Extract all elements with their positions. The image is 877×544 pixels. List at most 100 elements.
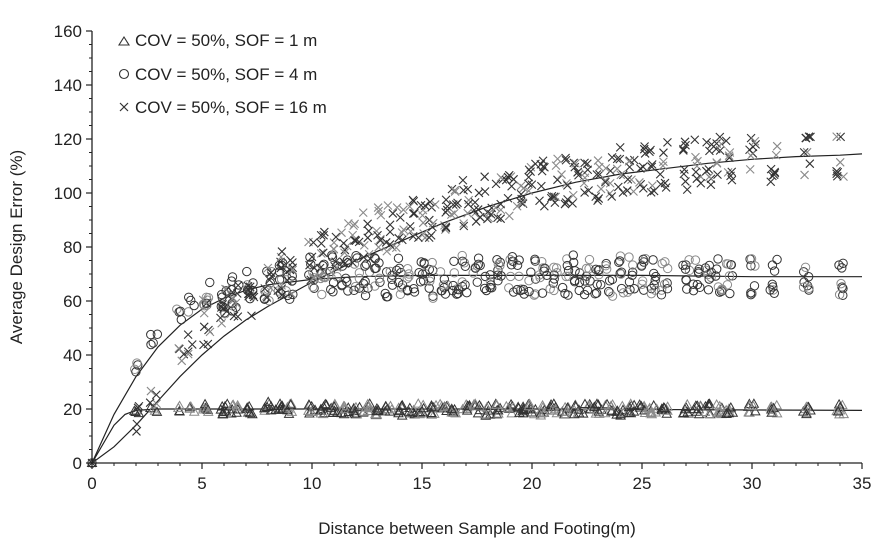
circle-point [176, 314, 187, 325]
cross-point [750, 136, 760, 146]
cross-point [832, 171, 842, 181]
circle-point [328, 287, 338, 297]
cross-point [329, 244, 339, 254]
triangle-point [151, 406, 163, 416]
circle-point [460, 261, 471, 271]
triangle-point [318, 401, 330, 411]
cross-point [277, 280, 286, 290]
cross-point [132, 419, 142, 429]
triangle-point [306, 400, 318, 411]
circle-point [518, 284, 529, 295]
circle-point [218, 302, 228, 312]
cross-point [365, 254, 375, 264]
circle-point [319, 259, 329, 270]
circle-point [248, 278, 258, 288]
circle-point [360, 290, 371, 301]
cross-point [316, 249, 326, 258]
circle-point [838, 283, 848, 294]
circle-point [375, 277, 385, 287]
triangle-point [832, 405, 844, 416]
circle-point [505, 271, 516, 282]
circle-point [767, 260, 778, 270]
circle-point [592, 279, 602, 290]
triangle-point [483, 400, 494, 411]
circle-point [485, 276, 496, 286]
circle-point [524, 286, 534, 297]
cross-point [746, 151, 756, 161]
data-points [86, 132, 850, 468]
cross-point [561, 155, 571, 165]
cross-point [524, 172, 534, 182]
triangle-point [535, 409, 547, 420]
cross-point [501, 175, 511, 185]
cross-point [351, 236, 361, 246]
circle-point [562, 260, 573, 271]
triangle-point [768, 402, 779, 413]
cross-point [218, 299, 228, 309]
circle-point [387, 280, 398, 290]
circle-point [838, 258, 848, 268]
circle-point [459, 258, 470, 268]
legend-label-sof-16: COV = 50%, SOF = 16 m [135, 98, 327, 117]
circle-point [678, 260, 688, 270]
circle-point [449, 256, 459, 266]
triangle-point [412, 398, 424, 408]
cross-point [615, 154, 625, 164]
circle-point [462, 287, 472, 298]
triangle-point [491, 398, 502, 409]
triangle-point [348, 402, 360, 413]
axes [91, 31, 862, 464]
cross-point [470, 197, 480, 207]
circle-point [650, 285, 660, 295]
triangle-point [243, 400, 255, 411]
x-tick-label: 25 [633, 474, 652, 493]
cross-point [424, 233, 434, 242]
cross-point [397, 235, 407, 245]
cross-point [307, 252, 317, 262]
circle-point [439, 274, 450, 284]
circle-point [690, 255, 701, 265]
cross-point [382, 246, 392, 256]
y-tick-label: 120 [54, 130, 82, 149]
circle-point [442, 280, 453, 290]
circle-point [799, 277, 809, 287]
cross-point [446, 210, 456, 219]
cross-point [340, 245, 350, 255]
cross-point [233, 312, 243, 322]
triangle-point [185, 400, 197, 411]
legend-cross-icon [119, 102, 129, 112]
cross-point [183, 330, 193, 340]
cross-point [524, 179, 533, 189]
cross-point [557, 170, 566, 179]
cross-point [198, 295, 208, 305]
circle-point [563, 265, 574, 276]
circle-point [557, 282, 568, 293]
triangle-point [560, 408, 572, 419]
triangle-point [371, 405, 382, 416]
triangle-point [321, 399, 332, 409]
cross-point [340, 248, 349, 258]
cross-point [504, 170, 514, 180]
cross-point [405, 221, 415, 231]
cross-point [273, 286, 283, 296]
circle-point [327, 252, 338, 262]
cross-point [580, 158, 589, 168]
cross-point [374, 242, 383, 252]
triangle-point [599, 407, 611, 418]
circle-point [590, 289, 600, 299]
triangle-point [596, 404, 607, 414]
circle-point [332, 261, 342, 271]
cross-point [132, 427, 141, 436]
circle-point [325, 266, 336, 277]
cross-point [385, 220, 395, 230]
cross-point [205, 327, 215, 337]
circle-point [649, 280, 659, 290]
cross-point [262, 293, 272, 302]
x-tick-label: 15 [413, 474, 432, 493]
circle-point [309, 275, 319, 285]
cross-point [375, 236, 385, 245]
circle-point [548, 278, 559, 288]
triangle-point [363, 401, 374, 412]
circle-point [493, 259, 504, 270]
circle-point [552, 268, 562, 278]
